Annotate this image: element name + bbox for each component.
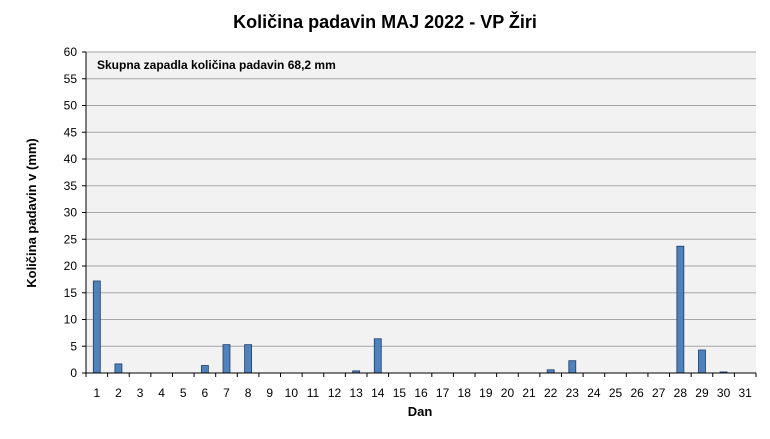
x-tick-label: 12 (328, 386, 342, 400)
bar-day-8 (244, 344, 252, 374)
x-tick-label: 16 (414, 386, 428, 400)
axes (85, 52, 757, 377)
chart-title: Količina padavin MAJ 2022 - VP Žiri (233, 11, 537, 32)
bar-day-29 (698, 349, 706, 374)
x-tick-label: 5 (180, 386, 187, 400)
x-tick-label: 26 (630, 386, 644, 400)
x-tick-label: 23 (566, 386, 580, 400)
bar-day-6 (200, 365, 209, 374)
bar-day-7 (222, 344, 231, 374)
x-tick-label: 22 (544, 386, 558, 400)
y-tick-label: 50 (64, 99, 78, 113)
y-tick-label: 30 (64, 206, 78, 220)
x-tick-label: 4 (158, 386, 165, 400)
x-tick-label: 6 (202, 386, 209, 400)
bar-day-2 (114, 363, 123, 374)
x-tick-label: 29 (695, 386, 709, 400)
x-tick-label: 1 (93, 386, 100, 400)
x-tick-label: 27 (652, 386, 666, 400)
y-tick-label: 25 (64, 232, 78, 246)
y-tick-label: 45 (64, 125, 78, 139)
y-tick-label: 60 (64, 45, 78, 59)
bar-day-14 (373, 338, 382, 374)
x-tick-label: 18 (458, 386, 472, 400)
x-tick-label: 13 (349, 386, 363, 400)
y-tick-label: 0 (70, 366, 77, 380)
gridlines (82, 51, 756, 374)
x-tick-label: 17 (436, 386, 450, 400)
x-tick-label: 3 (137, 386, 144, 400)
y-tick-label: 20 (64, 259, 78, 273)
y-tick-label: 5 (70, 339, 77, 353)
y-tick-label: 15 (64, 286, 78, 300)
x-tick-label: 21 (522, 386, 536, 400)
y-axis-label: Količina padavin v (mm) (24, 138, 39, 288)
y-tick-label: 10 (64, 313, 78, 327)
y-tick-label: 35 (64, 179, 78, 193)
x-tick-label: 7 (223, 386, 230, 400)
x-axis-label: Dan (408, 404, 433, 419)
bar-day-23 (568, 360, 577, 374)
total-annotation: Skupna zapadla količina padavin 68,2 mm (97, 58, 336, 72)
x-tick-label: 10 (285, 386, 299, 400)
y-tick-label: 55 (64, 72, 78, 86)
x-tick-label: 15 (393, 386, 407, 400)
y-tick-label: 40 (64, 152, 78, 166)
x-tick-labels: 1 2 3 4 5 6 7 8 9 10 11 12 13 14 15 16 17 18 19 20 21 22 23 24 2… (93, 386, 752, 400)
x-tick-label: 2 (115, 386, 122, 400)
x-tick-label: 28 (674, 386, 688, 400)
x-tick-label: 19 (479, 386, 493, 400)
x-tick-label: 20 (501, 386, 515, 400)
x-tick-label: 30 (717, 386, 731, 400)
x-tick-label: 31 (739, 386, 753, 400)
x-tick-label: 14 (371, 386, 385, 400)
x-tick-label: 24 (587, 386, 601, 400)
y-tick-labels: 0 5 10 15 20 25 30 35 40 45 50 55 60 (64, 45, 78, 380)
bar-day-1 (92, 280, 101, 374)
x-tick-label: 9 (266, 386, 273, 400)
x-tick-label: 11 (307, 386, 320, 400)
x-tick-label: 8 (245, 386, 252, 400)
x-tick-label: 25 (609, 386, 623, 400)
bar-day-28 (676, 245, 685, 374)
